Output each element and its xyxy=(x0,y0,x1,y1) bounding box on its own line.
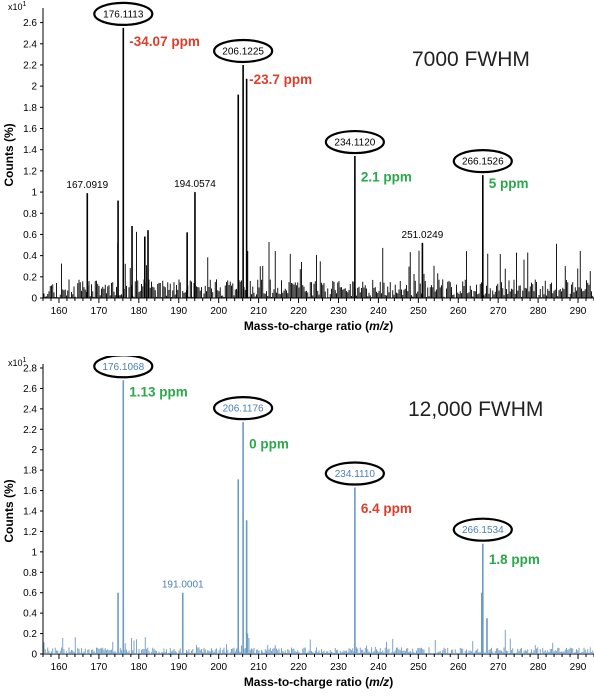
y-tick-label: 1 xyxy=(31,547,37,558)
ppm-label: 0 ppm xyxy=(249,437,289,452)
x-axis-label: Mass-to-charge ratio (m/z) xyxy=(244,675,393,689)
y-tick-label: 2.2 xyxy=(23,425,37,436)
y-tick-label: 0.6 xyxy=(23,230,37,241)
peak-label: 234.1110 xyxy=(335,469,376,480)
y-scale-label: x101 xyxy=(8,1,27,12)
x-axis-label: Mass-to-charge ratio (m/z) xyxy=(244,319,393,333)
y-tick-label: 0.2 xyxy=(23,272,37,283)
noise-floor xyxy=(43,231,594,298)
peak-label-ring xyxy=(93,1,154,26)
y-tick-label: 2.4 xyxy=(23,39,37,50)
y-tick-label: 2.6 xyxy=(23,384,37,395)
ppm-label: 1.8 ppm xyxy=(489,552,540,567)
x-tick-label: 220 xyxy=(290,662,307,673)
peak-label: 176.1068 xyxy=(102,362,144,373)
peak-label: 251.0249 xyxy=(402,230,444,241)
y-tick-label: 2.4 xyxy=(23,404,37,415)
y-tick-label: 2 xyxy=(31,445,37,456)
y-tick-label: 0 xyxy=(31,294,37,305)
y-tick-label: 1.4 xyxy=(23,507,37,518)
y-tick-label: 1.8 xyxy=(23,103,37,114)
x-tick-label: 290 xyxy=(570,306,587,317)
peak-label: 191.0001 xyxy=(162,580,204,591)
ppm-label: 6.4 ppm xyxy=(361,501,412,516)
ppm-label: -34.07 ppm xyxy=(129,34,200,49)
x-tick-label: 260 xyxy=(450,306,467,317)
ppm-label: 1.13 ppm xyxy=(129,385,188,400)
y-tick-label: 0.8 xyxy=(23,209,37,220)
y-tick-label: 1.2 xyxy=(23,527,37,538)
chart-title: 7000 FWHM xyxy=(412,48,530,71)
spectrum-chart-7000-fwhm: x101 0 0.2 0.4 0.6 0.8 1 1.2 1.4 1.6 1.8 2 2.2 2.4 2.6… xyxy=(2,1,594,333)
y-axis-label: Counts (%) xyxy=(2,479,16,542)
x-tick-label: 280 xyxy=(530,306,547,317)
y-tick-label: 1.4 xyxy=(23,145,37,156)
y-scale-label: x101 xyxy=(8,357,27,368)
peak-label-ring xyxy=(324,129,385,155)
y-tick-label: 0.6 xyxy=(23,588,37,599)
x-tick-label: 240 xyxy=(370,306,387,317)
peak-label: 206.1225 xyxy=(222,46,264,57)
noise-floor xyxy=(43,629,594,654)
x-tick-label: 230 xyxy=(330,662,347,673)
y-tick-label: 0.4 xyxy=(23,251,37,262)
peak-label: 206.1176 xyxy=(223,404,264,415)
y-tick-label: 1.6 xyxy=(23,486,37,497)
peak-label: 167.0919 xyxy=(66,180,108,191)
y-tick-label: 0.8 xyxy=(23,568,37,579)
y-tick-label: 1 xyxy=(31,188,37,199)
x-tick-label: 210 xyxy=(250,306,267,317)
x-tick-label: 260 xyxy=(450,662,467,673)
peak-label: 176.1113 xyxy=(103,9,144,20)
y-tick-label: 1.6 xyxy=(23,124,37,135)
y-tick-label: 2.8 xyxy=(23,364,37,375)
x-tick-label: 230 xyxy=(330,306,347,317)
spectrum-chart-12000-fwhm: x101 0 0.2 0.4 0.6 0.8 1 1.2 1.4 1.6 1.8 2 2.2 2.4 2.6… xyxy=(2,356,594,689)
x-tick-label: 210 xyxy=(250,662,267,673)
x-tick-label: 280 xyxy=(530,662,547,673)
y-tick-label: 1.8 xyxy=(23,466,37,477)
y-tick-label: 0 xyxy=(31,650,37,661)
x-tick-label: 170 xyxy=(91,662,108,673)
chart-title: 12,000 FWHM xyxy=(408,398,543,421)
ppm-label: 2.1 ppm xyxy=(361,169,412,184)
y-axis-label: Counts (%) xyxy=(2,123,16,186)
x-tick-label: 290 xyxy=(570,662,587,673)
x-tick-label: 180 xyxy=(130,306,147,317)
peak-label-ring xyxy=(324,461,385,486)
x-tick-label: 190 xyxy=(170,306,187,317)
x-tick-label: 160 xyxy=(51,306,68,317)
peak-label: 266.1526 xyxy=(462,157,504,168)
peak-label-ring xyxy=(452,517,513,542)
x-tick-label: 250 xyxy=(410,662,427,673)
x-tick-label: 270 xyxy=(490,306,507,317)
x-tick-label: 220 xyxy=(290,306,307,317)
y-tick-label: 0.2 xyxy=(23,629,37,640)
x-tick-label: 270 xyxy=(490,662,507,673)
peak-label-ring xyxy=(213,38,274,64)
y-tick-label: 0.4 xyxy=(23,609,37,620)
peak-label: 194.0574 xyxy=(174,179,216,190)
peak-label: 266.1534 xyxy=(462,525,504,536)
x-tick-label: 190 xyxy=(170,662,187,673)
x-tick-label: 250 xyxy=(410,306,427,317)
y-tick-label: 2.6 xyxy=(23,18,37,29)
x-tick-label: 240 xyxy=(370,662,387,673)
x-tick-label: 160 xyxy=(51,662,68,673)
y-tick-label: 2.2 xyxy=(23,60,37,71)
peak-label-ring xyxy=(93,356,154,379)
x-tick-label: 170 xyxy=(91,306,108,317)
x-tick-label: 200 xyxy=(210,662,227,673)
x-tick-label: 200 xyxy=(210,306,227,317)
ppm-label: -23.7 ppm xyxy=(249,72,312,87)
ppm-label: 5 ppm xyxy=(489,176,529,191)
x-tick-label: 180 xyxy=(130,662,147,673)
peak-label-ring xyxy=(452,149,513,174)
y-tick-label: 1.2 xyxy=(23,166,37,177)
y-tick-label: 2 xyxy=(31,82,37,93)
peak-label: 234.1120 xyxy=(334,138,375,149)
peak-label-ring xyxy=(213,396,274,421)
